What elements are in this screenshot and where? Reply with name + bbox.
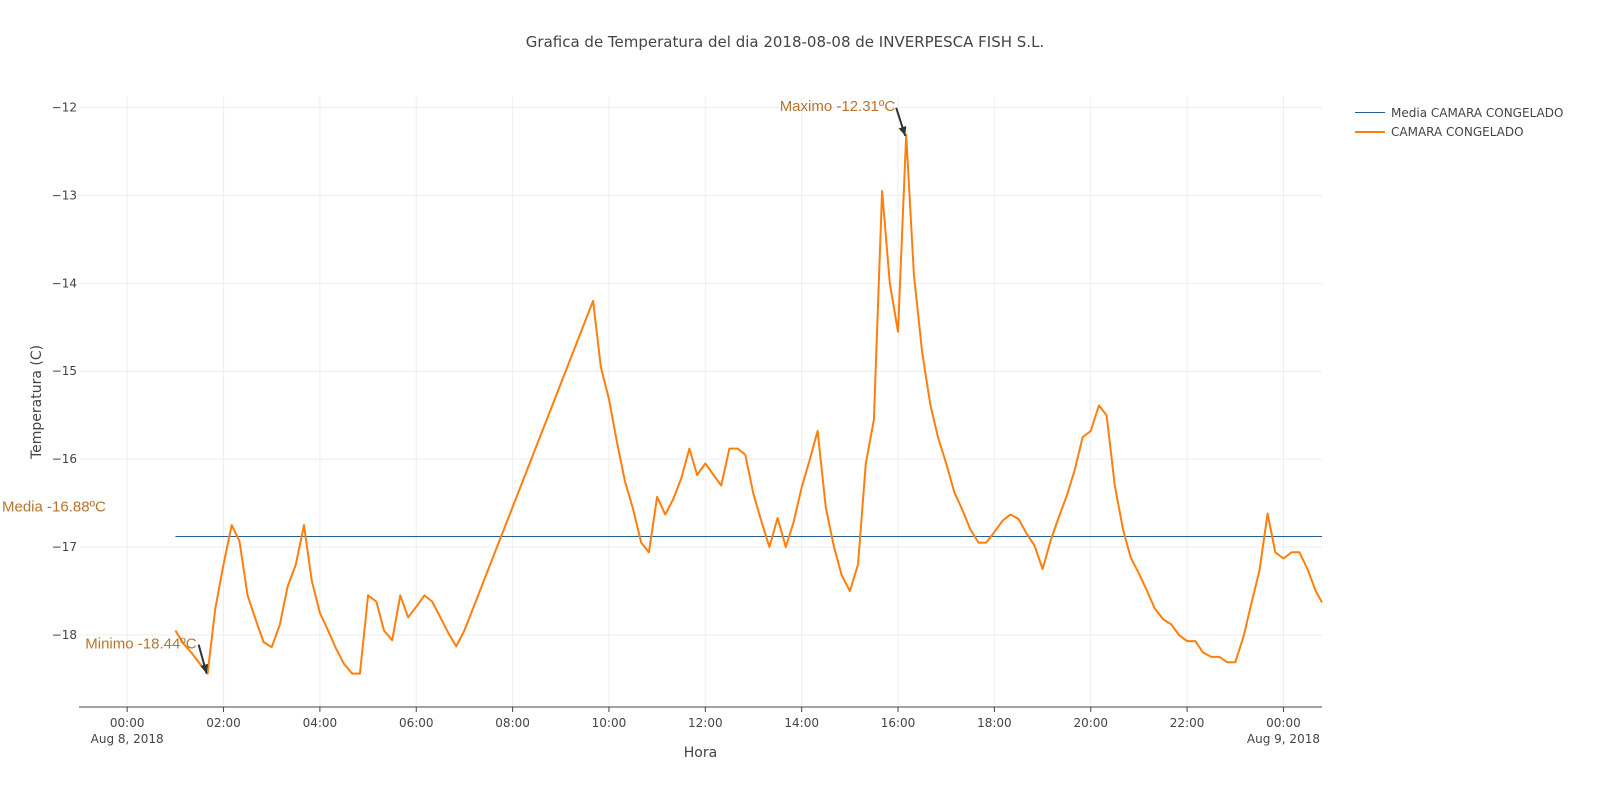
x-tick-sublabel: Aug 8, 2018 (91, 732, 164, 746)
x-tick-label: 20:00 (1073, 716, 1108, 730)
grid-layer (79, 97, 1322, 707)
x-axis-title: Hora (684, 745, 717, 761)
chart-title: Grafica de Temperatura del dia 2018-08-0… (525, 33, 1045, 51)
x-tick-label: 14:00 (784, 716, 819, 730)
x-tick-label: 06:00 (399, 716, 434, 730)
legend-label-media: Media CAMARA CONGELADO (1391, 105, 1564, 120)
x-tick-label: 16:00 (881, 716, 916, 730)
x-tick-label: 00:00 (110, 716, 145, 730)
y-tick-label: −15 (52, 364, 77, 378)
y-tick-label: −16 (52, 452, 77, 466)
x-tick-label: 18:00 (977, 716, 1012, 730)
series-layer (174, 133, 1323, 675)
legend-swatch-camara (1355, 130, 1385, 133)
legend-item-media[interactable]: Media CAMARA CONGELADO (1355, 103, 1563, 122)
x-tick-label: 10:00 (592, 716, 627, 730)
legend-swatch-media (1355, 112, 1385, 113)
y-tick-label: −17 (52, 540, 77, 554)
annotation-layer: Maximo -12.31ºC Minimo -18.44ºC Media -16.… (2, 98, 907, 674)
maximo-annotation: Maximo -12.31ºC (780, 98, 896, 115)
y-tick-label: −13 (52, 188, 77, 202)
x-tick-label: 02:00 (206, 716, 241, 730)
x-tick-label: 08:00 (495, 716, 530, 730)
legend-item-camara[interactable]: CAMARA CONGELADO (1355, 122, 1563, 141)
y-tick-label: −18 (52, 628, 77, 642)
axis-layer: 00:00 Aug 8, 2018 02:00 04:00 06:00 08:00 10:0… (29, 101, 1322, 761)
x-tick-sublabel: Aug 9, 2018 (1247, 732, 1320, 746)
legend-label-camara: CAMARA CONGELADO (1391, 124, 1524, 139)
x-tick-label: 04:00 (303, 716, 338, 730)
undefined-arrow-head (200, 663, 209, 674)
media-annotation: Media -16.88ºC (2, 498, 106, 515)
y-tick-label: −14 (52, 276, 77, 290)
minimo-annotation: Minimo -18.44ºC (85, 636, 197, 653)
y-axis-title: Temperatura (C) (29, 345, 45, 460)
y-tick-label: −12 (52, 101, 77, 115)
series-line-camara (174, 133, 1323, 675)
legend: Media CAMARA CONGELADO CAMARA CONGELADO (1355, 103, 1563, 141)
x-tick-label: 00:00 (1266, 716, 1301, 730)
maximo-arrow-head (898, 126, 907, 136)
x-tick-label: 22:00 (1170, 716, 1205, 730)
x-tick-label: 12:00 (688, 716, 723, 730)
